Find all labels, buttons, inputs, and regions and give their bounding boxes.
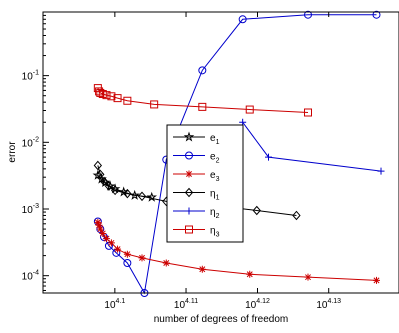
series-line-2	[97, 14, 377, 295]
y-tick-label-3: 10-2	[22, 136, 39, 149]
data-point-s6-3	[96, 88, 105, 97]
data-point-s2-10	[238, 15, 247, 24]
legend-marker-1	[183, 131, 195, 142]
y-tick-label-1: 10-4	[22, 270, 39, 283]
legend: e1 e2 e3 η1 η2 η3	[166, 124, 244, 243]
data-point-s6-10	[198, 102, 207, 111]
y-tick-label-2: 10-3	[22, 203, 39, 216]
data-point-s2-6	[123, 258, 132, 267]
data-point-s3-6	[107, 239, 115, 247]
data-point-s4-5	[110, 185, 120, 196]
data-point-s3-1	[94, 218, 102, 226]
legend-entry-2: e2	[210, 152, 220, 165]
data-point-s3-12	[246, 270, 254, 278]
data-point-s3-3	[96, 225, 104, 233]
data-point-s6-11	[245, 105, 254, 114]
x-tick-label-2: 104.11	[174, 298, 198, 311]
x-tick-label-1: 104.1	[104, 298, 125, 311]
data-point-s3-10	[162, 259, 170, 267]
data-point-s1-5	[109, 183, 121, 194]
data-point-s4-4	[104, 181, 114, 191]
data-point-s2-9	[198, 66, 207, 75]
data-point-s6-6	[107, 92, 116, 101]
data-point-s6-12	[303, 108, 312, 117]
legend-entry-3: e3	[210, 170, 220, 183]
data-point-s6-9	[150, 100, 159, 109]
data-point-s1-4	[104, 180, 116, 191]
x-axis-label: number of degrees of freedom	[154, 314, 289, 325]
data-point-s2-11	[303, 10, 312, 19]
data-point-s1-8	[146, 191, 158, 202]
legend-marker-3	[185, 170, 193, 178]
legend-entry-1: e1	[210, 133, 220, 146]
data-point-s2-4	[104, 241, 113, 250]
data-point-s3-11	[198, 265, 206, 273]
legend-entry-6: η3	[210, 226, 220, 239]
data-point-s5-3	[377, 167, 385, 175]
legend-entry-4: η1	[210, 189, 220, 202]
data-point-s3-4	[99, 229, 107, 237]
legend-marker-5	[185, 207, 193, 215]
data-point-s3-8	[123, 250, 131, 258]
data-point-s6-7	[113, 94, 122, 103]
x-tick-label-3: 104.12	[245, 298, 270, 311]
legend-marker-2	[185, 151, 193, 160]
data-point-s4-3	[99, 176, 109, 187]
data-point-s4-6	[123, 188, 132, 199]
legend-box	[166, 124, 244, 243]
data-point-s6-8	[123, 96, 132, 105]
data-point-s1-1	[92, 169, 104, 180]
data-point-s3-13	[304, 273, 312, 281]
data-point-s3-5	[102, 235, 110, 243]
data-point-s4-10	[252, 205, 261, 216]
data-point-s3-2	[95, 221, 103, 229]
data-point-s4-1	[93, 160, 103, 171]
data-point-s3-9	[138, 254, 146, 262]
x-tick-label-4: 104.13	[316, 298, 341, 311]
y-tick-label-4: 10-1	[22, 70, 39, 83]
data-point-s2-12	[372, 10, 381, 19]
legend-marker-6	[185, 225, 193, 234]
data-point-s4-2	[96, 169, 105, 180]
legend-marker-4	[184, 187, 194, 198]
data-point-s3-14	[373, 276, 380, 284]
y-axis-label: error	[7, 141, 18, 163]
data-point-s4-11	[292, 210, 301, 221]
data-point-s1-7	[129, 189, 140, 200]
data-point-s3-7	[114, 245, 122, 253]
data-point-s5-2	[264, 153, 272, 161]
data-point-s4-7	[137, 191, 147, 202]
data-point-s6-5	[102, 91, 111, 100]
legend-entry-5: η2	[210, 207, 220, 220]
